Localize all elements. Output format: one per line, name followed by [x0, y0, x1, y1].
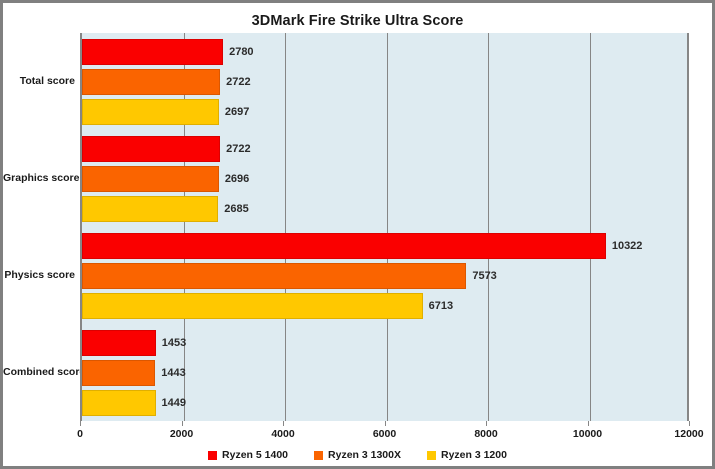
plot-area: 2780 2722 2697 2722 2696 2685 10322 7573 6713 145… — [80, 33, 689, 421]
x-axis-tick — [689, 421, 690, 426]
legend-item[interactable]: Ryzen 5 1400 — [208, 449, 288, 461]
bar[interactable] — [82, 359, 156, 386]
bar-row: 6713 — [82, 292, 687, 319]
bar[interactable] — [82, 389, 156, 416]
x-axis-tick — [486, 421, 487, 426]
gridline — [488, 33, 489, 421]
bar-row: 1443 — [82, 359, 687, 386]
bar-value-label: 6713 — [428, 299, 454, 312]
bar-value-label: 2722 — [226, 142, 251, 155]
bar[interactable] — [82, 135, 221, 162]
x-axis: 0 2000 4000 6000 8000 10000 12000 — [77, 421, 704, 443]
bar[interactable] — [82, 38, 224, 65]
legend-label: Ryzen 3 1200 — [440, 449, 507, 461]
bar-group: 1453 1443 1449 — [82, 329, 687, 420]
x-axis-tick-label: 8000 — [474, 428, 498, 440]
bar[interactable] — [82, 98, 219, 125]
category-label: Graphics score — [3, 171, 80, 184]
chart-title: 3DMark Fire Strike Ultra Score — [251, 13, 464, 29]
bar-row: 1453 — [82, 329, 687, 356]
x-axis-tick — [80, 421, 81, 426]
x-axis-tick — [181, 421, 183, 426]
gridline — [589, 33, 591, 421]
gridline — [183, 33, 185, 421]
bar-group: 2722 2696 2685 — [82, 135, 687, 226]
bar-row: 2697 — [82, 98, 687, 125]
legend-label: Ryzen 3 1300X — [328, 449, 401, 461]
bar[interactable] — [82, 232, 606, 259]
bar-value-label: 7573 — [472, 269, 497, 282]
bar-value-label: 2696 — [224, 172, 250, 185]
bar-row: 1449 — [82, 389, 687, 416]
bar-row: 2722 — [82, 135, 687, 162]
bar-value-label: 1443 — [161, 366, 186, 379]
bar-value-label: 1449 — [161, 396, 187, 409]
legend-swatch-icon — [314, 450, 324, 460]
bar-value-label: 10322 — [611, 239, 643, 252]
bar-row: 2685 — [82, 195, 687, 222]
bar-row: 10322 — [82, 232, 687, 259]
legend-item[interactable]: Ryzen 3 1300X — [314, 449, 401, 461]
bar-group: 10322 7573 6713 — [82, 232, 687, 323]
bar-row: 2722 — [82, 68, 687, 95]
bar[interactable] — [82, 262, 467, 289]
bar[interactable] — [82, 68, 221, 95]
bar-row: 2696 — [82, 165, 687, 192]
bar-value-label: 2685 — [224, 202, 249, 215]
bar[interactable] — [82, 292, 423, 319]
legend-swatch-icon — [426, 450, 436, 460]
bar-row: 2780 — [82, 38, 687, 65]
gridline — [386, 33, 388, 421]
x-axis-tick — [283, 421, 284, 426]
legend-label: Ryzen 5 1400 — [222, 449, 289, 461]
legend-item[interactable]: Ryzen 3 1200 — [426, 449, 507, 461]
bar-group: 2780 2722 2697 — [82, 38, 687, 129]
bar-value-label: 2722 — [226, 75, 251, 88]
chart-legend: Ryzen 5 1400 Ryzen 3 1300X Ryzen 3 1200 — [3, 449, 712, 461]
bar-value-label: 1453 — [161, 336, 187, 349]
bar-row: 7573 — [82, 262, 687, 289]
legend-swatch-icon — [208, 450, 218, 460]
category-label: Combined score — [3, 365, 86, 378]
x-axis-tick-label: 4000 — [271, 428, 295, 440]
bar-value-label: 2780 — [229, 45, 254, 58]
x-axis-tick-label: 10000 — [572, 428, 603, 440]
gridline — [285, 33, 286, 421]
x-axis-tick — [587, 421, 589, 426]
bar[interactable] — [82, 195, 219, 222]
category-label: Total score — [19, 74, 75, 87]
x-axis-tick — [384, 421, 386, 426]
x-axis-tick-label: 0 — [77, 428, 83, 440]
x-axis-tick-label: 6000 — [372, 428, 397, 440]
y-axis-category-labels: Total score Graphics score Physics score Co… — [3, 33, 86, 421]
bar[interactable] — [82, 165, 219, 192]
category-label: Physics score — [4, 268, 75, 281]
x-axis-tick-label: 2000 — [169, 428, 194, 440]
bar[interactable] — [82, 329, 156, 356]
bar-value-label: 2697 — [224, 105, 250, 118]
x-axis-tick-label: 12000 — [674, 428, 704, 440]
